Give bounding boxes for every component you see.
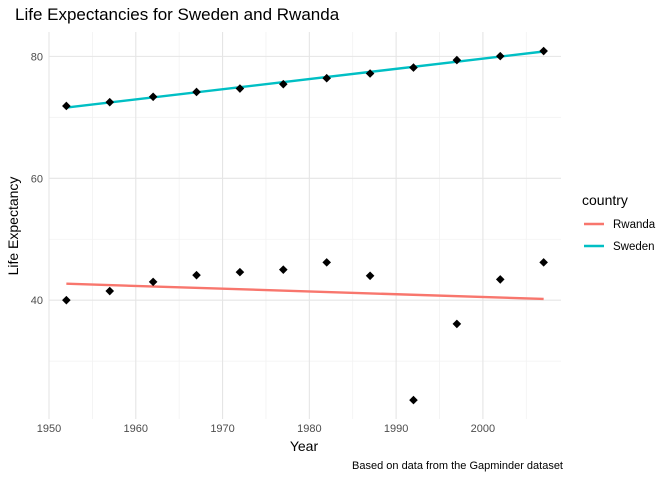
sweden-data-point (148, 92, 158, 102)
sweden-data-point (452, 55, 462, 65)
sweden-data-point (279, 79, 288, 89)
sweden-data-point (495, 51, 505, 61)
rwanda-data-point (322, 258, 331, 267)
sweden-data-point (62, 101, 71, 111)
sweden-data-point (192, 87, 201, 97)
trend-lines (66, 50, 544, 301)
grid-lines (48, 32, 561, 419)
sweden-data-point (105, 97, 115, 107)
rwanda-data-point (105, 286, 115, 296)
legend: country Rwanda Sweden (582, 192, 656, 253)
sweden-trend-line (66, 50, 544, 109)
legend-title: country (582, 192, 628, 208)
sweden-data-point (409, 63, 418, 72)
legend-label-rwanda: Rwanda (613, 219, 656, 231)
rwanda-data-point (192, 270, 201, 280)
rwanda-data-point (409, 395, 418, 405)
rwanda-data-point (148, 277, 158, 287)
x-tick-label: 1960 (124, 423, 148, 435)
rwanda-trend-line (66, 282, 544, 301)
y-tick-label: 80 (31, 51, 43, 63)
data-points (62, 46, 548, 405)
chart-title: Life Expectancies for Sweden and Rwanda (15, 5, 340, 24)
x-tick-label: 1990 (384, 423, 408, 435)
rwanda-data-point (235, 267, 245, 277)
rwanda-data-point (539, 258, 548, 267)
y-tick-label: 40 (31, 295, 43, 307)
sweden-data-point (539, 46, 548, 56)
rwanda-data-point (495, 275, 505, 284)
rwanda-data-point (279, 265, 288, 274)
legend-label-sweden: Sweden (613, 241, 655, 253)
sweden-data-point (365, 69, 375, 78)
legend-items: Rwanda Sweden (584, 219, 656, 253)
axis-tick-labels: 1950 1960 1970 1980 1990 2000 40 60 80 (31, 51, 495, 435)
y-tick-label: 60 (31, 173, 43, 185)
x-tick-label: 1950 (37, 423, 61, 435)
chart-caption: Based on data from the Gapminder dataset (352, 460, 563, 472)
y-axis-title: Life Expectancy (5, 177, 21, 276)
rwanda-data-point (62, 295, 71, 305)
x-tick-label: 1970 (210, 423, 234, 435)
sweden-data-point (322, 73, 331, 83)
rwanda-data-point (452, 319, 462, 329)
sweden-data-point (235, 84, 245, 93)
rwanda-data-point (365, 271, 375, 281)
x-axis-title: Year (290, 438, 319, 454)
x-tick-label: 1980 (297, 423, 321, 435)
x-tick-label: 2000 (471, 423, 495, 435)
